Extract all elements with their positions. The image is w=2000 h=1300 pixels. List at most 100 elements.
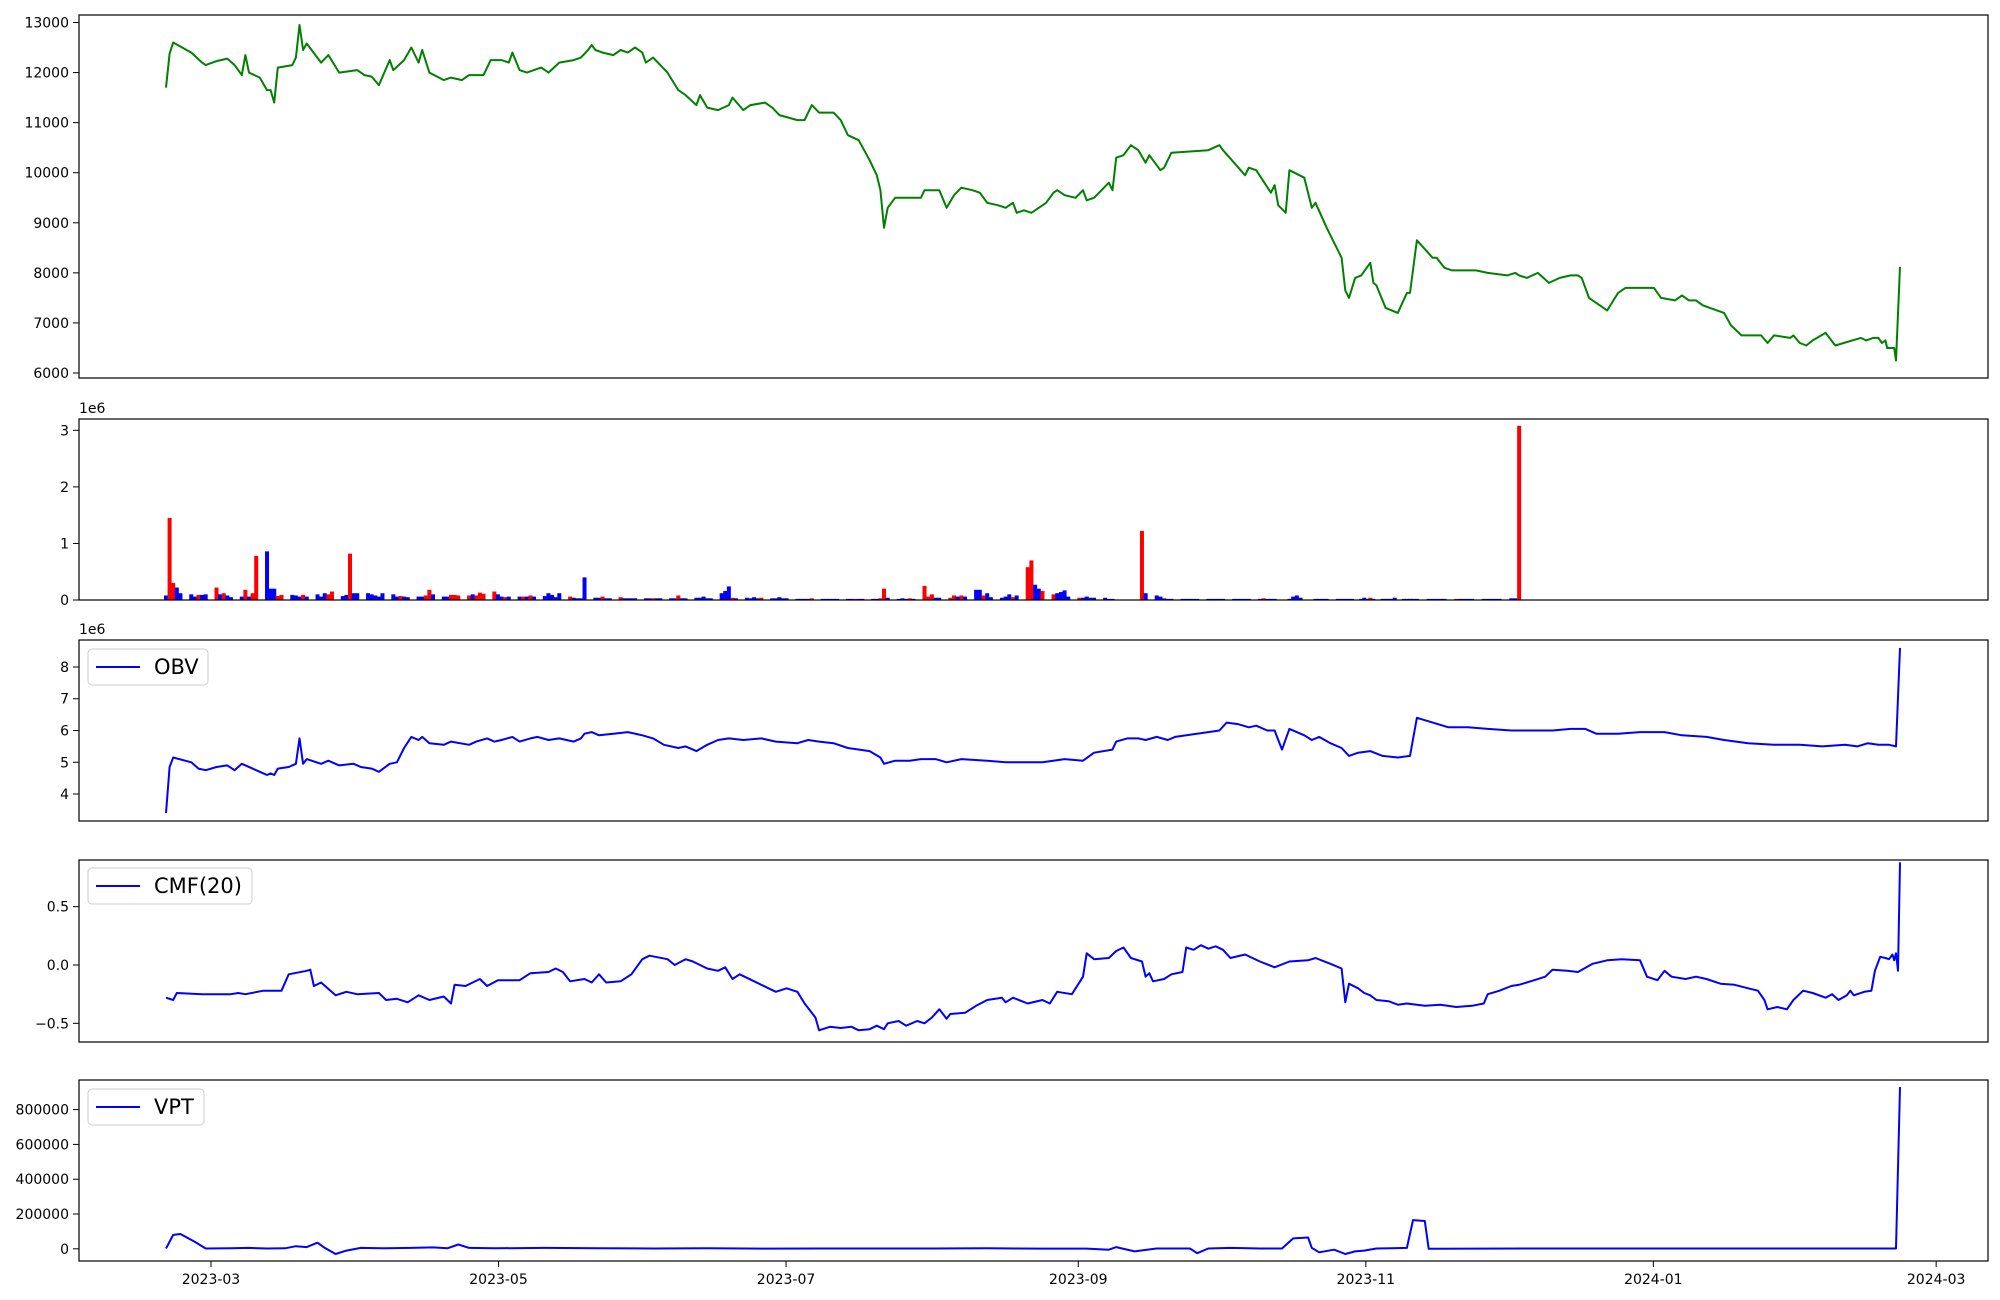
volume-bar — [348, 553, 353, 600]
volume-bar — [218, 594, 223, 600]
obv-legend-label: OBV — [154, 655, 199, 679]
volume-bar — [571, 597, 576, 600]
volume-bar — [959, 595, 964, 600]
volume-bar — [1158, 596, 1163, 600]
volume-bar — [495, 594, 500, 600]
volume-bar — [900, 598, 905, 600]
volume-bar — [499, 596, 504, 600]
volume-bar — [770, 598, 775, 600]
volume-bar — [1077, 597, 1082, 600]
volume-bar — [607, 598, 612, 600]
vpt-ytick-label: 400000 — [16, 1172, 69, 1188]
volume-bar — [929, 594, 934, 600]
volume-bar — [679, 598, 684, 600]
volume-bar — [604, 598, 609, 600]
volume-bar — [672, 598, 677, 600]
vpt-legend-box — [87, 1088, 205, 1126]
obv-plot — [165, 647, 1901, 814]
volume-bar — [167, 517, 172, 600]
volume-bar — [221, 593, 226, 600]
volume-bar — [744, 597, 749, 600]
volume-bar — [427, 589, 432, 600]
volume-bar — [723, 590, 728, 600]
volume-bar — [701, 596, 706, 600]
volume-bar — [1029, 560, 1034, 600]
volume-bar — [200, 594, 205, 600]
volume-bar — [250, 593, 255, 600]
volume-bar — [755, 598, 760, 600]
volume-bar — [272, 588, 277, 600]
cmf-legend: CMF(20) — [87, 867, 253, 905]
volume-bar — [705, 598, 710, 600]
price-ytick-label: 11000 — [24, 116, 69, 132]
volume-bar — [477, 592, 482, 600]
xtick-label: 2023-07 — [757, 1272, 816, 1288]
volume-bar — [1368, 597, 1373, 600]
obv-ytick-label: 4 — [60, 787, 69, 803]
volume-bar — [654, 598, 659, 600]
volume-bar — [326, 594, 331, 600]
volume-bar — [189, 594, 194, 600]
volume-bar — [405, 597, 410, 600]
volume-bar — [575, 598, 580, 600]
volume-bar — [369, 594, 374, 600]
cmf-legend-label: CMF(20) — [154, 874, 242, 898]
volume-bar — [214, 587, 219, 600]
volume-bar — [633, 598, 638, 600]
volume-bar — [467, 595, 472, 600]
volume-bar — [1010, 597, 1015, 600]
price-ytick-label: 12000 — [24, 66, 69, 82]
volume-bar — [456, 595, 461, 600]
volume-bar — [1051, 594, 1056, 600]
volume-bar — [366, 593, 371, 600]
xtick-label: 2023-11 — [1337, 1272, 1396, 1288]
cmf-ytick-label: −0.5 — [35, 1016, 69, 1032]
vpt-ytick-label: 200000 — [16, 1207, 69, 1223]
volume-bar — [734, 598, 739, 600]
volume-bar — [777, 597, 782, 600]
volume-bar — [293, 595, 298, 600]
volume-multiplier-label: 1e6 — [79, 401, 106, 417]
volume-bar — [784, 598, 789, 600]
xtick-label: 2023-03 — [182, 1272, 241, 1288]
volume-bar — [780, 598, 785, 600]
volume-bar — [1154, 595, 1159, 600]
volume-bar — [1066, 596, 1071, 600]
xtick-label: 2023-09 — [1049, 1272, 1108, 1288]
volume-bar — [171, 583, 176, 600]
volume-bar — [420, 596, 425, 600]
volume-bar — [937, 597, 942, 600]
vpt-ytick-label: 800000 — [16, 1103, 69, 1119]
price-plot — [165, 24, 1901, 362]
volume-bar — [243, 589, 248, 600]
volume-bar — [246, 596, 251, 600]
volume-bar — [568, 596, 573, 600]
vpt-legend-label: VPT — [154, 1095, 194, 1119]
volume-bar — [1139, 530, 1144, 600]
volume-bar — [254, 555, 259, 600]
volume-bar — [174, 587, 179, 600]
volume-bar — [492, 591, 497, 600]
volume-bar — [708, 598, 713, 600]
volume-bar — [752, 597, 757, 600]
volume-bar — [228, 597, 233, 600]
volume-bar — [329, 591, 334, 600]
volume-bar — [1025, 567, 1030, 600]
obv-line — [165, 647, 1901, 814]
volume-bar — [441, 596, 446, 600]
volume-bar — [643, 598, 648, 600]
volume-bar — [1392, 597, 1397, 600]
price-ytick-label: 9000 — [33, 216, 69, 232]
volume-bar — [474, 595, 479, 600]
volume-bar — [647, 598, 652, 600]
volume-bar — [1088, 597, 1093, 600]
volume-bar — [600, 596, 605, 600]
volume-bar — [726, 586, 731, 600]
volume-bar — [977, 589, 982, 600]
volume-bar — [1517, 425, 1522, 600]
volume-bar — [301, 594, 306, 600]
volume-bar — [1084, 596, 1089, 600]
volume-bar — [225, 595, 230, 600]
volume-bar — [553, 597, 558, 600]
